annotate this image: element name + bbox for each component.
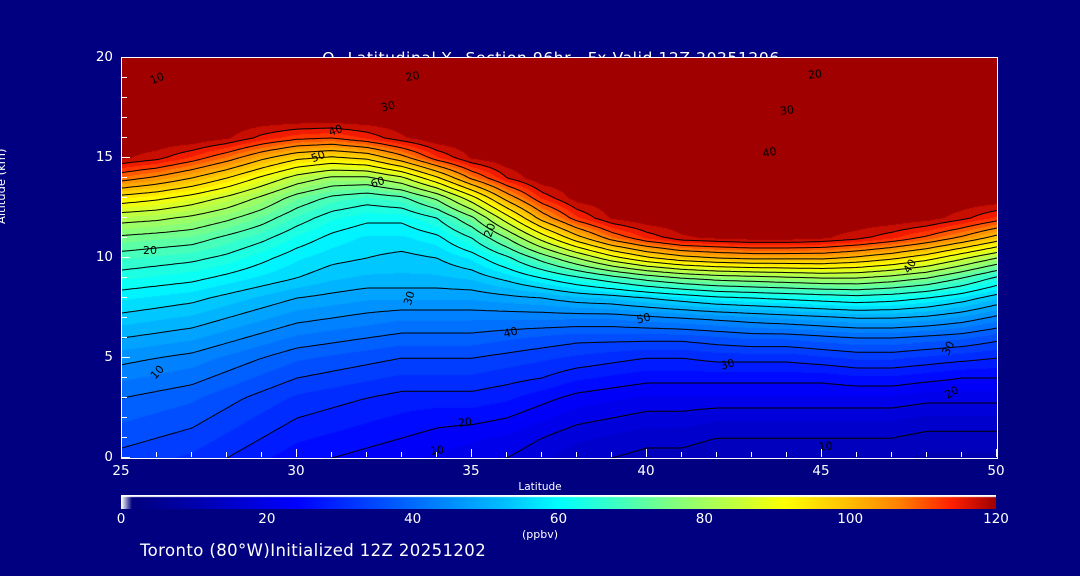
y-axis-minor-tick bbox=[122, 437, 127, 438]
x-axis-minor-tick bbox=[226, 452, 227, 457]
y-axis-title: Altitude (km) bbox=[0, 148, 8, 224]
x-axis-minor-tick bbox=[156, 452, 157, 457]
y-axis-minor-tick bbox=[122, 217, 127, 218]
colorbar-tick-label: 80 bbox=[695, 511, 713, 527]
x-axis-title: Latitude bbox=[518, 481, 562, 493]
y-axis-minor-tick bbox=[122, 117, 127, 118]
x-axis-minor-tick bbox=[331, 452, 332, 457]
x-axis-minor-tick bbox=[926, 452, 927, 457]
x-axis-minor-tick bbox=[401, 452, 402, 457]
ozone-color-field bbox=[122, 58, 997, 458]
y-axis-minor-tick bbox=[122, 337, 127, 338]
colorbar-tick-label: 40 bbox=[404, 511, 422, 527]
y-axis-major-tick bbox=[122, 157, 130, 158]
y-axis-major-tick bbox=[122, 57, 130, 58]
y-axis-minor-tick bbox=[122, 237, 127, 238]
colorbar-tick-label: 100 bbox=[837, 511, 864, 527]
x-axis-major-tick bbox=[996, 449, 997, 457]
x-axis-minor-tick bbox=[856, 452, 857, 457]
y-axis-minor-tick bbox=[122, 417, 127, 418]
x-axis-minor-tick bbox=[436, 452, 437, 457]
colorbar-gradient bbox=[121, 495, 996, 509]
y-axis-tick-label: 20 bbox=[95, 49, 113, 65]
colorbar-units: (ppbv) bbox=[521, 528, 559, 541]
x-axis-major-tick bbox=[121, 449, 122, 457]
x-axis-minor-tick bbox=[611, 452, 612, 457]
y-axis-tick-label: 0 bbox=[104, 449, 113, 465]
colorbar-tick-label: 20 bbox=[258, 511, 276, 527]
y-axis-minor-tick bbox=[122, 197, 127, 198]
colorbar-tick-label: 0 bbox=[116, 511, 126, 527]
x-axis-minor-tick bbox=[786, 452, 787, 457]
y-axis-minor-tick bbox=[122, 317, 127, 318]
x-axis-minor-tick bbox=[751, 452, 752, 457]
colorbar: 0 20 40 60 80 100 120 bbox=[117, 495, 1009, 527]
x-axis-minor-tick bbox=[576, 452, 577, 457]
x-axis-minor-tick bbox=[716, 452, 717, 457]
x-axis-tick-label: 50 bbox=[987, 463, 1005, 479]
x-axis-tick-label: 45 bbox=[812, 463, 830, 479]
x-axis-tick-label: 30 bbox=[287, 463, 305, 479]
y-axis-minor-tick bbox=[122, 377, 127, 378]
y-axis-major-tick bbox=[122, 457, 130, 458]
colorbar-tick-label: 60 bbox=[549, 511, 568, 527]
x-axis-minor-tick bbox=[961, 452, 962, 457]
x-axis-major-tick bbox=[821, 449, 822, 457]
y-axis-minor-tick bbox=[122, 297, 127, 298]
x-axis-minor-tick bbox=[191, 452, 192, 457]
x-axis-minor-tick bbox=[891, 452, 892, 457]
x-axis-minor-tick bbox=[506, 452, 507, 457]
y-axis-tick-label: 10 bbox=[95, 249, 113, 265]
y-axis-tick-label: 15 bbox=[95, 149, 113, 165]
x-axis-tick-label: 40 bbox=[637, 463, 655, 479]
x-axis-major-tick bbox=[296, 449, 297, 457]
x-axis-minor-tick bbox=[541, 452, 542, 457]
y-axis-minor-tick bbox=[122, 97, 127, 98]
y-axis-minor-tick bbox=[122, 397, 127, 398]
y-axis-minor-tick bbox=[122, 137, 127, 138]
colorbar-tick-label: 120 bbox=[983, 511, 1009, 527]
y-axis-minor-tick bbox=[122, 277, 127, 278]
x-axis-minor-tick bbox=[366, 452, 367, 457]
plot-area: 10 20 30 40 50 60 20 20 30 40 50 30 10 20 10 10 40 30 20 20… bbox=[121, 57, 998, 459]
x-axis-minor-tick bbox=[681, 452, 682, 457]
y-axis-major-tick bbox=[122, 357, 130, 358]
y-axis-tick-label: 5 bbox=[104, 349, 113, 365]
y-axis-major-tick bbox=[122, 257, 130, 258]
y-axis-minor-tick bbox=[122, 77, 127, 78]
x-axis-tick-label: 35 bbox=[462, 463, 480, 479]
y-axis-minor-tick bbox=[122, 177, 127, 178]
x-axis-tick-label: 25 bbox=[112, 463, 130, 479]
x-axis-major-tick bbox=[471, 449, 472, 457]
footer-caption: Toronto (80°W)Initialized 12Z 20251202 bbox=[140, 541, 487, 560]
x-axis-minor-tick bbox=[261, 452, 262, 457]
x-axis-major-tick bbox=[646, 449, 647, 457]
